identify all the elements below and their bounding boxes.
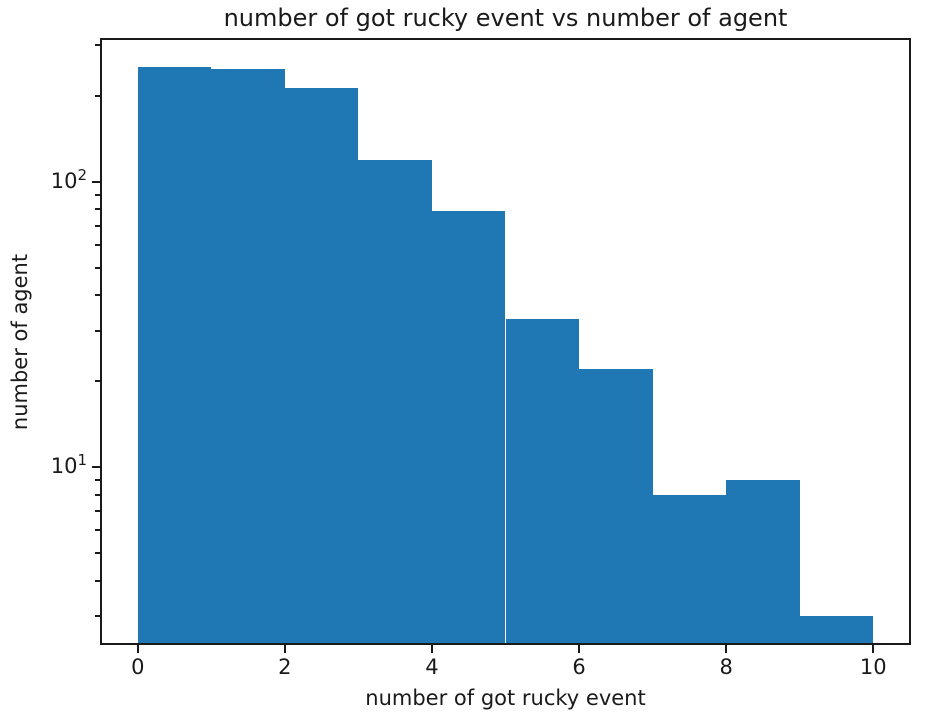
histogram-bar — [358, 160, 432, 644]
x-tick-mark — [430, 645, 433, 653]
y-minor-tick-mark — [95, 615, 100, 618]
x-tick-label: 4 — [425, 655, 439, 679]
histogram-bar — [505, 319, 580, 644]
y-tick-label: 102 — [17, 165, 87, 194]
x-tick-label: 0 — [131, 655, 145, 679]
y-tick-exponent: 1 — [77, 451, 87, 470]
y-minor-tick-mark — [95, 529, 100, 532]
histogram-bar — [652, 494, 727, 644]
y-tick-mark — [92, 180, 100, 183]
x-tick-mark — [872, 645, 875, 653]
histogram-bar — [799, 616, 874, 644]
x-tick-label: 8 — [719, 655, 733, 679]
y-tick-base: 10 — [50, 454, 78, 479]
plot-area — [101, 39, 910, 644]
y-minor-tick-mark — [95, 224, 100, 227]
histogram-bar — [137, 66, 212, 644]
y-minor-tick-mark — [95, 208, 100, 211]
y-minor-tick-mark — [95, 579, 100, 582]
y-minor-tick-mark — [95, 94, 100, 97]
x-tick-mark — [578, 645, 581, 653]
y-minor-tick-mark — [95, 552, 100, 554]
y-minor-tick-mark — [95, 510, 100, 513]
x-tick-mark — [725, 645, 728, 653]
y-minor-tick-mark — [95, 243, 100, 246]
histogram-bar — [726, 480, 800, 644]
y-tick-base: 10 — [50, 168, 78, 193]
x-tick-label: 2 — [278, 655, 292, 679]
y-minor-tick-mark — [95, 44, 100, 47]
y-minor-tick-mark — [95, 294, 100, 297]
x-tick-mark — [136, 645, 139, 653]
x-axis-label: number of got rucky event — [365, 686, 646, 710]
histogram-bar — [211, 69, 285, 644]
x-tick-mark — [283, 645, 286, 653]
chart-title: number of got rucky event vs number of a… — [223, 4, 788, 32]
y-tick-exponent: 2 — [77, 165, 87, 184]
y-tick-label: 101 — [17, 453, 87, 479]
y-tick-mark — [92, 466, 100, 469]
y-minor-tick-mark — [95, 329, 100, 332]
histogram-bar — [431, 210, 506, 644]
x-tick-label: 6 — [572, 655, 586, 679]
y-minor-tick-mark — [95, 266, 100, 269]
histogram-bar — [284, 87, 359, 644]
y-minor-tick-mark — [95, 380, 100, 383]
y-minor-tick-mark — [95, 493, 100, 496]
y-minor-tick-mark — [95, 193, 100, 196]
x-tick-label: 10 — [859, 655, 887, 679]
y-minor-tick-mark — [95, 479, 100, 482]
histogram-bar — [579, 369, 653, 644]
